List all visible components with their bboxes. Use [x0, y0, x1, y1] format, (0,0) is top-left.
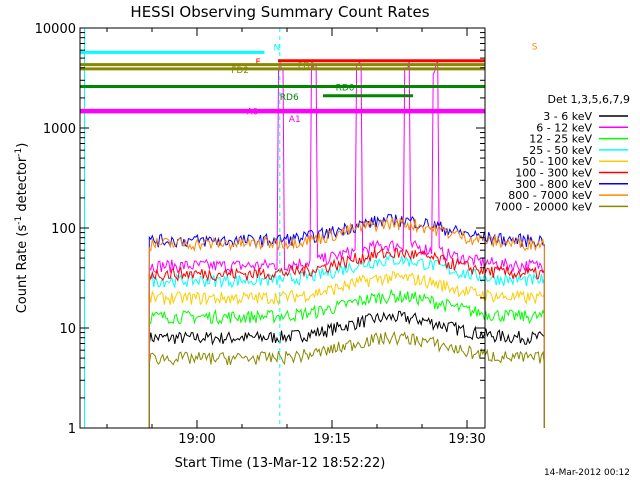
legend-title: Det 1,3,5,6,7,9: [547, 93, 630, 106]
y-axis-label-sup-1: -1: [14, 216, 24, 225]
footer-timestamp: 14-Mar-2012 00:12: [544, 468, 630, 478]
y-axis-label-mid: detector: [15, 156, 30, 216]
legend-entry-label: 3 - 6 keV: [543, 110, 592, 123]
series-line-5: [148, 247, 545, 428]
series-line-4: [148, 270, 545, 428]
series-8: [148, 330, 545, 428]
legend-entry-label: 12 - 25 keV: [529, 133, 592, 146]
flag-label-RD0: RD0: [336, 84, 355, 94]
flag-label-RD6: RD6: [280, 93, 299, 103]
y-axis-label-sup-2: -1: [14, 148, 24, 157]
series-0: [148, 310, 545, 428]
flag-label-N: N: [274, 43, 281, 53]
legend-entry-label: 7000 - 20000 keV: [494, 200, 592, 213]
y-axis-label: Count Rate (s-1 detector-1): [14, 143, 30, 314]
legend-entry-label: 100 - 300 keV: [515, 167, 592, 180]
plot-content: NSFFD1FD2RD0RD6A0A1: [80, 28, 545, 428]
x-axis-label: Start Time (13-Mar-12 18:52:22): [175, 456, 386, 471]
legend-entry-label: 800 - 7000 keV: [508, 189, 592, 202]
y-tick-label: 1: [68, 422, 76, 437]
legend-entry-label: 25 - 50 keV: [529, 144, 592, 157]
series-line-0: [148, 310, 545, 428]
series-1: [148, 61, 545, 428]
series-line-1: [148, 61, 545, 428]
x-axis: 19:00 19:15 19:30: [106, 28, 486, 447]
series-5: [148, 247, 545, 428]
flag-label-FD1: FD1: [298, 62, 316, 72]
series-3: [148, 253, 545, 428]
x-tick-label: 19:15: [313, 432, 350, 447]
y-tick-label: 100: [51, 222, 76, 237]
legend-entry-label: 6 - 12 keV: [536, 121, 592, 134]
y-tick-label: 10000: [35, 22, 76, 37]
series-line-3: [148, 253, 545, 428]
x-tick-label: 19:30: [448, 432, 485, 447]
series-4: [148, 270, 545, 428]
series-line-2: [148, 288, 545, 428]
flag-label-S: S: [532, 42, 538, 52]
y-tick-label: 10: [59, 322, 76, 337]
flag-label-FD2: FD2: [231, 66, 249, 76]
series-line-7: [148, 216, 545, 428]
chart-title: HESSI Observing Summary Count Rates: [130, 3, 429, 21]
flag-label-F: F: [256, 58, 261, 68]
flag-label-A1: A1: [289, 115, 301, 125]
legend-entry-label: 50 - 100 keV: [522, 155, 592, 168]
series-2: [148, 288, 545, 428]
x-tick-label: 19:00: [178, 432, 215, 447]
y-axis-label-end: ): [15, 143, 30, 148]
y-axis: 1 10 100 1000 10000: [35, 22, 485, 437]
series-7: [148, 216, 545, 428]
series-line-8: [148, 330, 545, 428]
y-tick-label: 1000: [43, 122, 76, 137]
legend-entry-label: 300 - 800 keV: [515, 178, 592, 191]
